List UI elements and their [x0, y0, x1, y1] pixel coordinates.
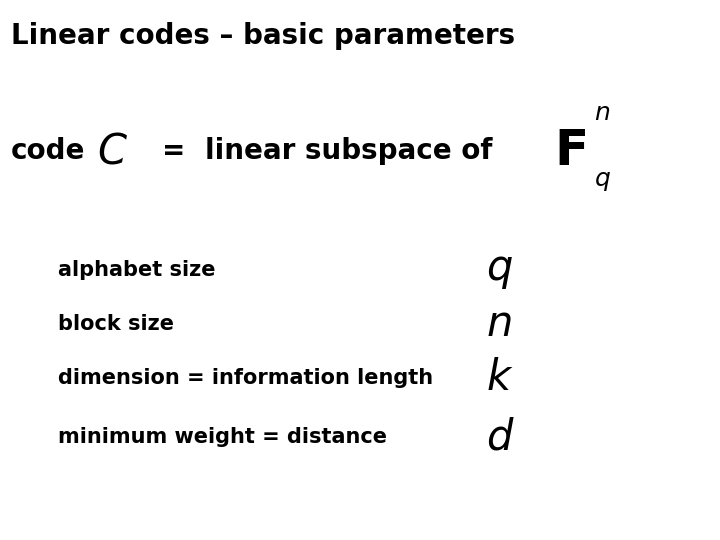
Text: $n$: $n$	[594, 102, 610, 125]
Text: linear subspace of: linear subspace of	[205, 137, 492, 165]
Text: $n$: $n$	[486, 303, 512, 345]
Text: $q$: $q$	[486, 249, 513, 291]
Text: =: =	[162, 137, 185, 165]
Text: code: code	[11, 137, 85, 165]
Text: $q$: $q$	[594, 169, 611, 193]
Text: Linear codes – basic parameters: Linear codes – basic parameters	[11, 22, 515, 50]
Text: dimension = information length: dimension = information length	[58, 368, 433, 388]
Text: block size: block size	[58, 314, 174, 334]
Text: $\mathit{C}$: $\mathit{C}$	[97, 130, 128, 172]
Text: $\mathbf{F}$: $\mathbf{F}$	[554, 127, 586, 175]
Text: $d$: $d$	[486, 416, 515, 458]
Text: minimum weight = distance: minimum weight = distance	[58, 427, 387, 448]
Text: alphabet size: alphabet size	[58, 260, 215, 280]
Text: $k$: $k$	[486, 357, 513, 399]
